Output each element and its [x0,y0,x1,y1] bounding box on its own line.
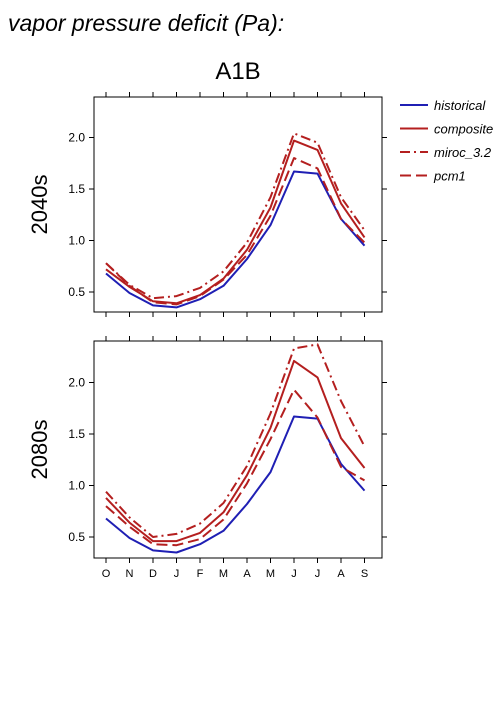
panel-label: 2080s [27,420,52,480]
y-tick-label: 0.5 [68,530,85,544]
series-line-miroc_3.2 [105,132,366,300]
legend-label-composite: composite [434,122,493,137]
y-tick-label: 1.0 [68,479,85,493]
legend: historical composite miroc_3.2 pcm1 [400,98,493,184]
y-tick-label: 0.5 [68,285,85,299]
y-tick-label: 1.5 [68,427,85,441]
series-line-miroc_3.2 [105,343,366,538]
y-tick-label: 2.0 [68,131,85,145]
x-tick-label: M [219,568,228,580]
series-line-historical [105,170,366,309]
y-tick-label: 1.5 [68,182,85,196]
x-tick-label: N [126,568,134,580]
x-tick-label: A [337,568,345,580]
x-tick-label: O [102,568,111,580]
y-tick-label: 1.0 [68,234,85,248]
series-line-historical [105,415,366,554]
legend-label-pcm1: pcm1 [433,169,466,184]
chart-title: vapor pressure deficit (Pa): [8,10,284,36]
panels: 0.5 1.0 1.5 2.0 2040s 0.5 1.0 1.5 2.0 O N D J F M A M J J A… [27,92,387,580]
x-tick-label: S [361,568,368,580]
x-tick-label: J [315,568,321,580]
plot-frame [93,96,383,313]
x-tick-label: D [149,568,157,580]
series-line-composite [105,139,366,305]
series-line-pcm1 [105,157,366,306]
legend-label-historical: historical [434,98,486,113]
plot-frame [93,340,383,559]
scenario-title: A1B [215,58,260,85]
series-line-composite [105,359,366,543]
x-tick-label: A [243,568,251,580]
x-tick-label: J [291,568,297,580]
series-line-pcm1 [105,388,365,547]
y-tick-label: 2.0 [68,376,85,390]
panel-label: 2040s [27,175,52,235]
panel-2040s: 0.5 1.0 1.5 2.0 2040s [27,92,387,317]
x-tick-label: J [174,568,180,580]
x-tick-label: F [197,568,204,580]
legend-label-miroc_3.2: miroc_3.2 [434,145,492,160]
x-tick-label: M [266,568,275,580]
panel-2080s: 0.5 1.0 1.5 2.0 O N D J F M A M J J A S 2080s [27,336,387,580]
